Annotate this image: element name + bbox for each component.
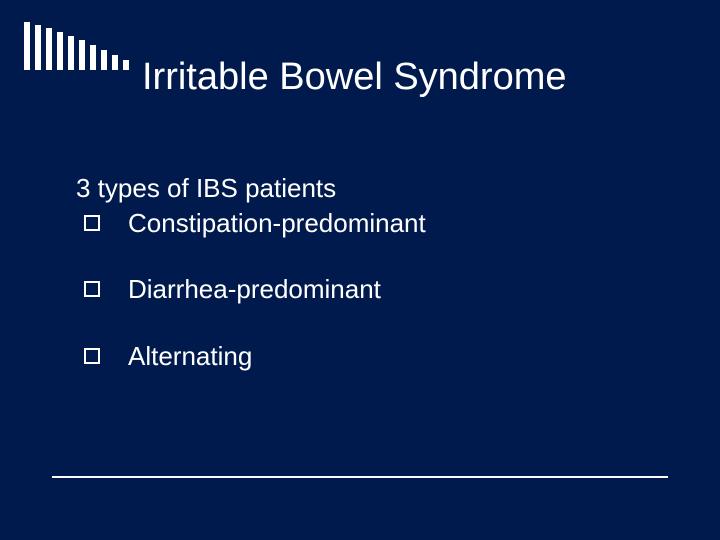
list-item: Diarrhea-predominant: [76, 273, 660, 306]
decor-bar: [35, 25, 41, 70]
decor-bar: [123, 60, 129, 70]
slide-title: Irritable Bowel Syndrome: [142, 56, 567, 99]
decor-bar: [57, 32, 63, 70]
decor-bar: [46, 28, 52, 70]
decor-bar: [90, 45, 96, 70]
slide: Irritable Bowel Syndrome 3 types of IBS …: [0, 0, 720, 540]
list-item: Constipation-predominant: [76, 207, 660, 240]
decor-bar: [112, 55, 118, 70]
decor-bars-icon: [24, 22, 129, 70]
checkbox-icon: [84, 281, 100, 297]
decor-bar: [68, 36, 74, 70]
checkbox-icon: [84, 215, 100, 231]
intro-text: 3 types of IBS patients: [76, 172, 660, 205]
checkbox-icon: [84, 348, 100, 364]
divider: [52, 476, 668, 478]
list-item-label: Diarrhea-predominant: [128, 273, 660, 306]
decor-bar: [101, 50, 107, 70]
list-item: Alternating: [76, 340, 660, 373]
decor-bar: [79, 40, 85, 70]
slide-body: 3 types of IBS patients Constipation-pre…: [76, 172, 660, 406]
list-item-label: Constipation-predominant: [128, 207, 660, 240]
list-item-label: Alternating: [128, 340, 660, 373]
decor-bar: [24, 22, 30, 70]
